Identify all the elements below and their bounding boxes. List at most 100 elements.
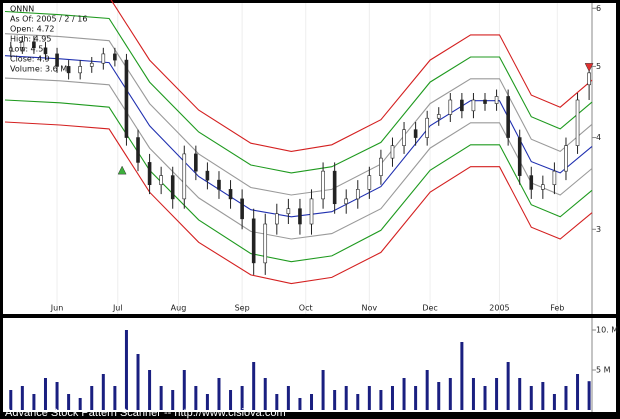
volume-bar: [576, 374, 580, 410]
candle-body: [390, 145, 395, 159]
volume-bar: [552, 394, 556, 410]
volume-bar: [310, 394, 314, 410]
candle-body: [298, 208, 302, 225]
candle-body: [159, 175, 163, 186]
candle-body: [43, 47, 48, 55]
candle-body: [205, 170, 210, 181]
symbol: ONNN: [10, 5, 34, 14]
candle-body: [194, 153, 198, 172]
y-tick-label: 10. M: [596, 326, 618, 335]
candle-body: [182, 153, 187, 200]
volume-bar: [402, 378, 406, 410]
candle-body: [286, 208, 291, 215]
x-tick-label: 2005: [489, 304, 509, 313]
candle-body: [506, 96, 510, 138]
candle-body: [436, 114, 441, 119]
x-tick-label: Nov: [362, 304, 378, 313]
grid: [56, 3, 596, 371]
volume-bar: [367, 386, 371, 410]
band-line: [4, 10, 593, 174]
candle-body: [263, 223, 268, 264]
candle-body: [78, 66, 82, 74]
volume-bar: [101, 374, 105, 410]
volume-bar: [159, 386, 163, 410]
candles: [8, 36, 594, 275]
info-line: Volume: 3.6 M: [10, 65, 67, 74]
volume-bar: [483, 386, 487, 410]
volume-bar: [321, 370, 325, 410]
candle-body: [20, 41, 25, 49]
candle-body: [170, 175, 175, 200]
volume-bar: [587, 381, 591, 410]
candle-body: [228, 189, 233, 200]
volume-bar: [425, 370, 429, 410]
x-tick-label: Jul: [112, 304, 123, 313]
volume-bar: [217, 378, 221, 410]
band-line: [110, 0, 593, 152]
info-line: High: 4.95: [10, 35, 51, 44]
volume-bar: [541, 382, 545, 410]
volume-bar: [263, 378, 267, 410]
volume-bar: [390, 386, 394, 410]
candle-body: [379, 157, 383, 176]
volume-bar: [136, 354, 140, 410]
volume-bar: [356, 394, 360, 410]
candle-body: [66, 66, 71, 74]
candle-body: [8, 47, 13, 52]
x-tick-label: Jun: [50, 304, 64, 313]
candle-body: [587, 72, 591, 86]
candle-body: [321, 170, 325, 200]
volume-bar: [113, 386, 117, 410]
y-tick-label: 3: [596, 225, 601, 234]
volume-bar: [148, 370, 152, 410]
band-line: [4, 121, 593, 285]
volume-bar: [460, 342, 464, 410]
volume-bar: [529, 386, 533, 410]
candle-body: [113, 53, 117, 61]
info-line: Open: 4.72: [10, 25, 54, 34]
candle-body: [344, 198, 349, 205]
candle-body: [564, 145, 568, 172]
candle-body: [251, 218, 256, 264]
y-tick-label: 6: [596, 4, 601, 13]
candle-body: [332, 170, 337, 205]
volume-bar: [333, 390, 337, 410]
candle-body: [448, 99, 453, 115]
candle-body: [575, 99, 580, 146]
volume-bar: [67, 394, 71, 410]
y-tick-label: 4: [596, 133, 601, 142]
x-tick-label: Feb: [550, 304, 564, 313]
volume-bar: [286, 386, 290, 410]
candle-body: [217, 179, 221, 190]
candle-body: [309, 198, 314, 225]
candle-body: [124, 59, 129, 138]
info-line: Close: 4.9: [10, 55, 50, 64]
info-line: Low: 4.5: [10, 45, 43, 54]
volume-bar: [90, 386, 94, 410]
volume-bar: [298, 398, 302, 410]
candle-body: [55, 53, 59, 67]
volume-bar: [448, 378, 452, 410]
candle-body: [402, 129, 406, 146]
volume-panel: [3, 318, 616, 412]
volume-bar: [171, 390, 175, 410]
x-tick-label: Oct: [299, 304, 313, 313]
candle-body: [275, 213, 279, 225]
volume-bar: [564, 386, 568, 410]
volume-bar: [471, 378, 475, 410]
candle-body: [552, 170, 557, 186]
volume-bar: [20, 386, 24, 410]
candle-body: [471, 99, 476, 112]
volume-bar: [55, 382, 59, 410]
band-line: [4, 33, 593, 196]
volume-bar: [344, 386, 348, 410]
candle-body: [101, 53, 106, 64]
volume-bar: [414, 386, 418, 410]
candle-body: [32, 41, 36, 49]
candle-body: [517, 137, 522, 176]
x-tick-label: Aug: [171, 304, 187, 313]
volume-bars: [9, 330, 591, 410]
volume-bar: [437, 382, 441, 410]
y-tick-label: 5: [596, 62, 601, 71]
